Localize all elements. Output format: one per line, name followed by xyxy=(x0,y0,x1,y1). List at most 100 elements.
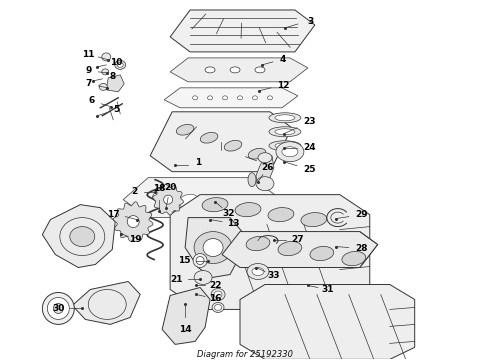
Polygon shape xyxy=(162,288,210,345)
Text: 15: 15 xyxy=(178,256,190,265)
Text: 10: 10 xyxy=(110,58,122,67)
Polygon shape xyxy=(153,184,183,215)
Ellipse shape xyxy=(99,84,107,90)
Ellipse shape xyxy=(235,203,261,217)
Ellipse shape xyxy=(194,270,212,284)
Text: 28: 28 xyxy=(356,244,368,253)
Ellipse shape xyxy=(48,297,69,319)
Text: 2: 2 xyxy=(131,187,137,196)
Text: 31: 31 xyxy=(321,285,334,294)
Ellipse shape xyxy=(275,143,295,149)
Text: 7: 7 xyxy=(85,79,92,88)
Text: 23: 23 xyxy=(304,117,316,126)
Text: 16: 16 xyxy=(209,294,221,303)
Ellipse shape xyxy=(127,216,139,228)
Polygon shape xyxy=(170,195,370,310)
Ellipse shape xyxy=(193,253,207,267)
Text: 18: 18 xyxy=(153,184,166,193)
Polygon shape xyxy=(150,112,292,172)
Polygon shape xyxy=(240,284,415,359)
Ellipse shape xyxy=(176,125,194,135)
Ellipse shape xyxy=(164,195,172,204)
Ellipse shape xyxy=(282,147,298,157)
Ellipse shape xyxy=(117,62,123,67)
Ellipse shape xyxy=(102,69,109,75)
Ellipse shape xyxy=(269,141,301,151)
Ellipse shape xyxy=(230,204,250,217)
Ellipse shape xyxy=(200,132,218,143)
Text: 22: 22 xyxy=(209,281,221,290)
Text: 24: 24 xyxy=(304,143,316,152)
Ellipse shape xyxy=(252,267,264,275)
Polygon shape xyxy=(164,88,298,108)
Polygon shape xyxy=(106,75,124,92)
Polygon shape xyxy=(185,217,242,278)
Text: 27: 27 xyxy=(292,235,304,244)
Text: 11: 11 xyxy=(82,50,95,59)
Text: 19: 19 xyxy=(129,235,142,244)
Ellipse shape xyxy=(268,208,294,222)
Ellipse shape xyxy=(196,257,204,265)
Text: 14: 14 xyxy=(179,325,192,334)
Text: 29: 29 xyxy=(355,210,368,219)
Text: 26: 26 xyxy=(262,163,274,172)
Ellipse shape xyxy=(230,67,240,73)
Ellipse shape xyxy=(208,96,213,100)
Ellipse shape xyxy=(276,142,304,162)
Ellipse shape xyxy=(70,226,95,247)
Polygon shape xyxy=(170,10,315,52)
Text: 12: 12 xyxy=(277,81,289,90)
Ellipse shape xyxy=(301,212,327,227)
Ellipse shape xyxy=(248,148,266,159)
Polygon shape xyxy=(42,204,115,267)
Ellipse shape xyxy=(224,140,242,151)
Ellipse shape xyxy=(269,113,301,123)
Ellipse shape xyxy=(203,239,223,257)
Ellipse shape xyxy=(178,194,198,207)
Ellipse shape xyxy=(53,303,63,314)
Ellipse shape xyxy=(212,302,224,312)
Text: 25: 25 xyxy=(304,165,316,174)
Text: 5: 5 xyxy=(113,105,120,114)
Ellipse shape xyxy=(248,173,256,187)
Ellipse shape xyxy=(205,67,215,73)
Ellipse shape xyxy=(102,53,111,61)
Ellipse shape xyxy=(214,291,222,298)
Text: 13: 13 xyxy=(227,219,239,228)
Ellipse shape xyxy=(215,305,221,310)
Text: 33: 33 xyxy=(268,271,280,280)
Ellipse shape xyxy=(238,96,243,100)
Text: 30: 30 xyxy=(52,304,65,313)
Text: 21: 21 xyxy=(170,275,182,284)
Text: Diagram for 25192330: Diagram for 25192330 xyxy=(197,350,293,359)
Ellipse shape xyxy=(204,199,224,212)
Ellipse shape xyxy=(275,129,295,135)
Polygon shape xyxy=(123,178,275,217)
Ellipse shape xyxy=(202,198,228,212)
Ellipse shape xyxy=(255,67,265,73)
Polygon shape xyxy=(222,231,378,267)
Text: 6: 6 xyxy=(88,96,95,105)
Ellipse shape xyxy=(252,96,257,100)
Text: 3: 3 xyxy=(308,18,314,27)
Ellipse shape xyxy=(268,96,272,100)
Text: 17: 17 xyxy=(107,210,120,219)
Text: 8: 8 xyxy=(109,72,115,81)
Ellipse shape xyxy=(256,177,274,191)
Polygon shape xyxy=(113,202,153,242)
Polygon shape xyxy=(73,282,140,324)
Ellipse shape xyxy=(152,189,172,202)
Ellipse shape xyxy=(258,153,272,163)
Ellipse shape xyxy=(310,247,334,261)
Text: 1: 1 xyxy=(195,158,201,167)
Text: 32: 32 xyxy=(223,209,235,218)
Ellipse shape xyxy=(222,96,227,100)
Ellipse shape xyxy=(247,264,269,279)
Ellipse shape xyxy=(194,231,232,264)
Text: 20: 20 xyxy=(164,183,176,192)
Ellipse shape xyxy=(275,115,295,121)
Ellipse shape xyxy=(342,251,366,266)
Text: 4: 4 xyxy=(280,55,286,64)
Polygon shape xyxy=(256,156,274,190)
Ellipse shape xyxy=(193,96,197,100)
